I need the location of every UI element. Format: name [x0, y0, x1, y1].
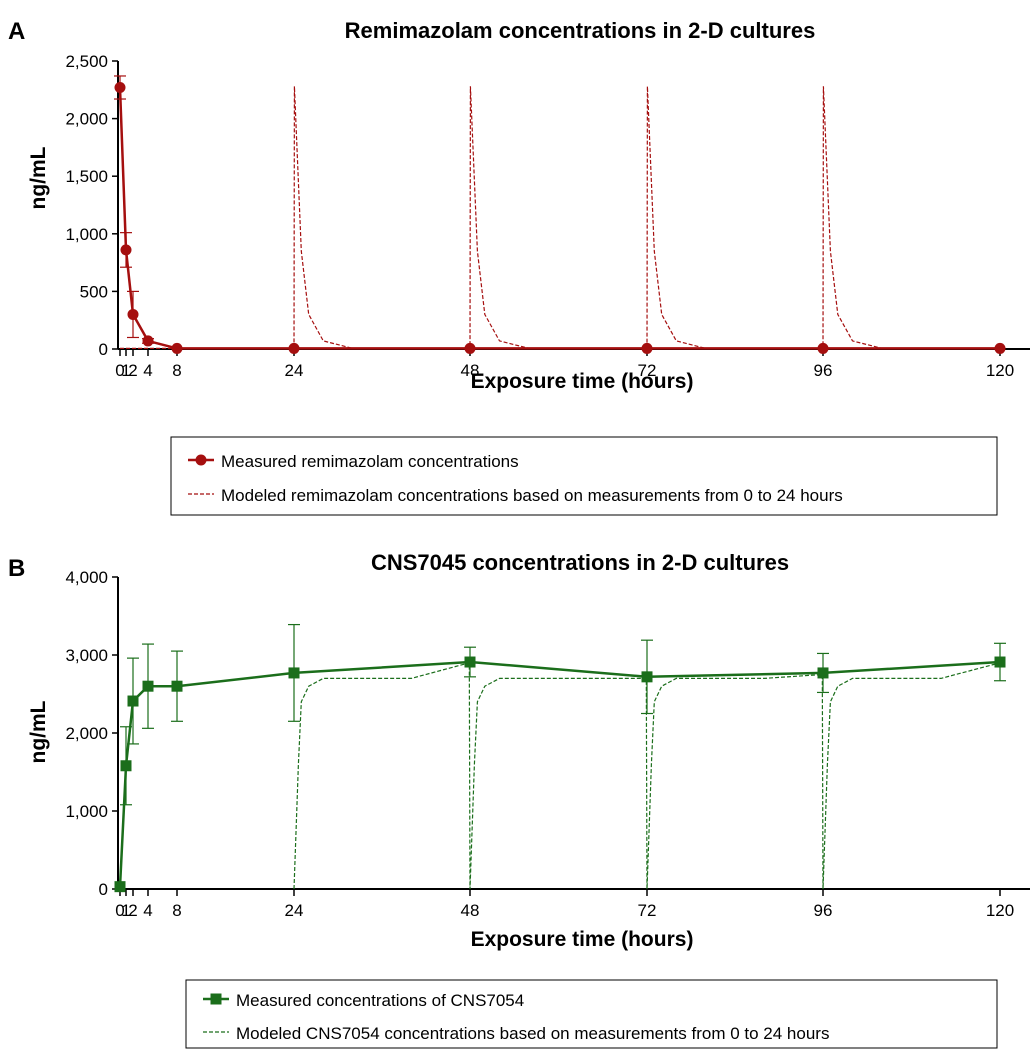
y-tick-label: 1,500 — [65, 167, 108, 186]
panel-a-legend-label-measured: Measured remimazolam concentrations — [221, 452, 519, 471]
y-tick-label: 0 — [99, 340, 108, 359]
x-tick-label: 1 — [121, 361, 130, 380]
x-tick-label: 48 — [461, 901, 480, 920]
y-tick-label: 1,000 — [65, 225, 108, 244]
modeled-series-line — [293, 662, 1001, 890]
x-tick-label: 0 — [115, 901, 124, 920]
x-tick-label: 4 — [143, 361, 152, 380]
data-point — [114, 81, 126, 93]
legend-marker-square — [210, 993, 222, 1005]
panel-b-legend-label-measured: Measured concentrations of CNS7054 — [236, 991, 524, 1010]
panel-a-legend: Measured remimazolam concentrations Mode… — [170, 436, 998, 516]
data-point — [142, 335, 154, 347]
data-point — [114, 881, 126, 893]
x-tick-label: 2 — [128, 361, 137, 380]
panel-b-title: CNS7045 concentrations in 2-D cultures — [371, 550, 789, 575]
measured-series-line — [118, 660, 1001, 887]
data-point — [464, 656, 476, 668]
panel-a-marks — [114, 75, 1006, 354]
panel-b-legend: Measured concentrations of CNS7054 Model… — [185, 979, 998, 1049]
x-tick-label: 96 — [814, 901, 833, 920]
panel-b: B CNS7045 concentrations in 2-D cultures… — [8, 550, 1030, 1049]
x-tick-label: 1 — [121, 901, 130, 920]
x-tick-label: 0 — [115, 361, 124, 380]
data-point — [994, 656, 1006, 668]
panel-a-legend-box — [170, 436, 998, 516]
data-point — [120, 760, 132, 772]
panel-b-x-axis-label: Exposure time (hours) — [471, 928, 694, 951]
x-tick-label: 120 — [986, 361, 1014, 380]
y-tick-label: 4,000 — [65, 568, 108, 587]
measured-series-line — [118, 87, 1000, 350]
panel-b-label: B — [8, 555, 25, 582]
x-tick-label: 4 — [143, 901, 152, 920]
x-tick-label: 48 — [461, 361, 480, 380]
legend-item-measured-remimazolam — [188, 454, 214, 466]
x-tick-label: 2 — [128, 901, 137, 920]
panel-b-y-axis-label: ng/mL — [27, 700, 50, 763]
panel-b-marks — [114, 623, 1006, 893]
x-tick-label: 24 — [285, 361, 304, 380]
modeled-series-line — [120, 86, 1000, 349]
y-tick-label: 2,000 — [65, 724, 108, 743]
data-point — [994, 342, 1006, 354]
y-tick-label: 1,000 — [65, 802, 108, 821]
data-point — [288, 342, 300, 354]
x-tick-label: 72 — [638, 361, 657, 380]
panel-a-legend-label-modeled: Modeled remimazolam concentrations based… — [221, 486, 843, 505]
panel-a-title: Remimazolam concentrations in 2-D cultur… — [345, 18, 816, 43]
y-tick-label: 3,000 — [65, 646, 108, 665]
x-tick-label: 8 — [172, 901, 181, 920]
y-tick-label: 2,500 — [65, 52, 108, 71]
data-point — [127, 695, 139, 707]
panel-a-x-axis-label: Exposure time (hours) — [471, 370, 694, 393]
panel-a: A Remimazolam concentrations in 2-D cult… — [8, 18, 1030, 516]
panel-a-axes — [117, 61, 1030, 350]
x-tick-label: 24 — [285, 901, 304, 920]
x-tick-label: 96 — [814, 361, 833, 380]
data-point — [464, 342, 476, 354]
panel-a-label: A — [8, 18, 25, 45]
panel-b-legend-label-modeled: Modeled CNS7054 concentrations based on … — [236, 1024, 829, 1043]
data-point — [142, 680, 154, 692]
data-point — [817, 342, 829, 354]
data-point — [641, 342, 653, 354]
data-point — [120, 244, 132, 256]
y-tick-label: 0 — [99, 880, 108, 899]
y-tick-label: 2,000 — [65, 110, 108, 129]
data-point — [641, 671, 653, 683]
data-point — [288, 667, 300, 679]
legend-item-measured-cns7054 — [203, 993, 229, 1005]
x-tick-label: 8 — [172, 361, 181, 380]
data-point — [127, 308, 139, 320]
data-point — [171, 342, 183, 354]
x-tick-label: 120 — [986, 901, 1014, 920]
panel-b-axes — [117, 577, 1030, 890]
panel-a-y-axis-label: ng/mL — [27, 146, 50, 209]
data-point — [817, 667, 829, 679]
x-tick-label: 72 — [638, 901, 657, 920]
y-tick-label: 500 — [80, 282, 108, 301]
panel-b-legend-box — [185, 979, 998, 1049]
data-point — [171, 680, 183, 692]
legend-marker-circle — [195, 454, 207, 466]
